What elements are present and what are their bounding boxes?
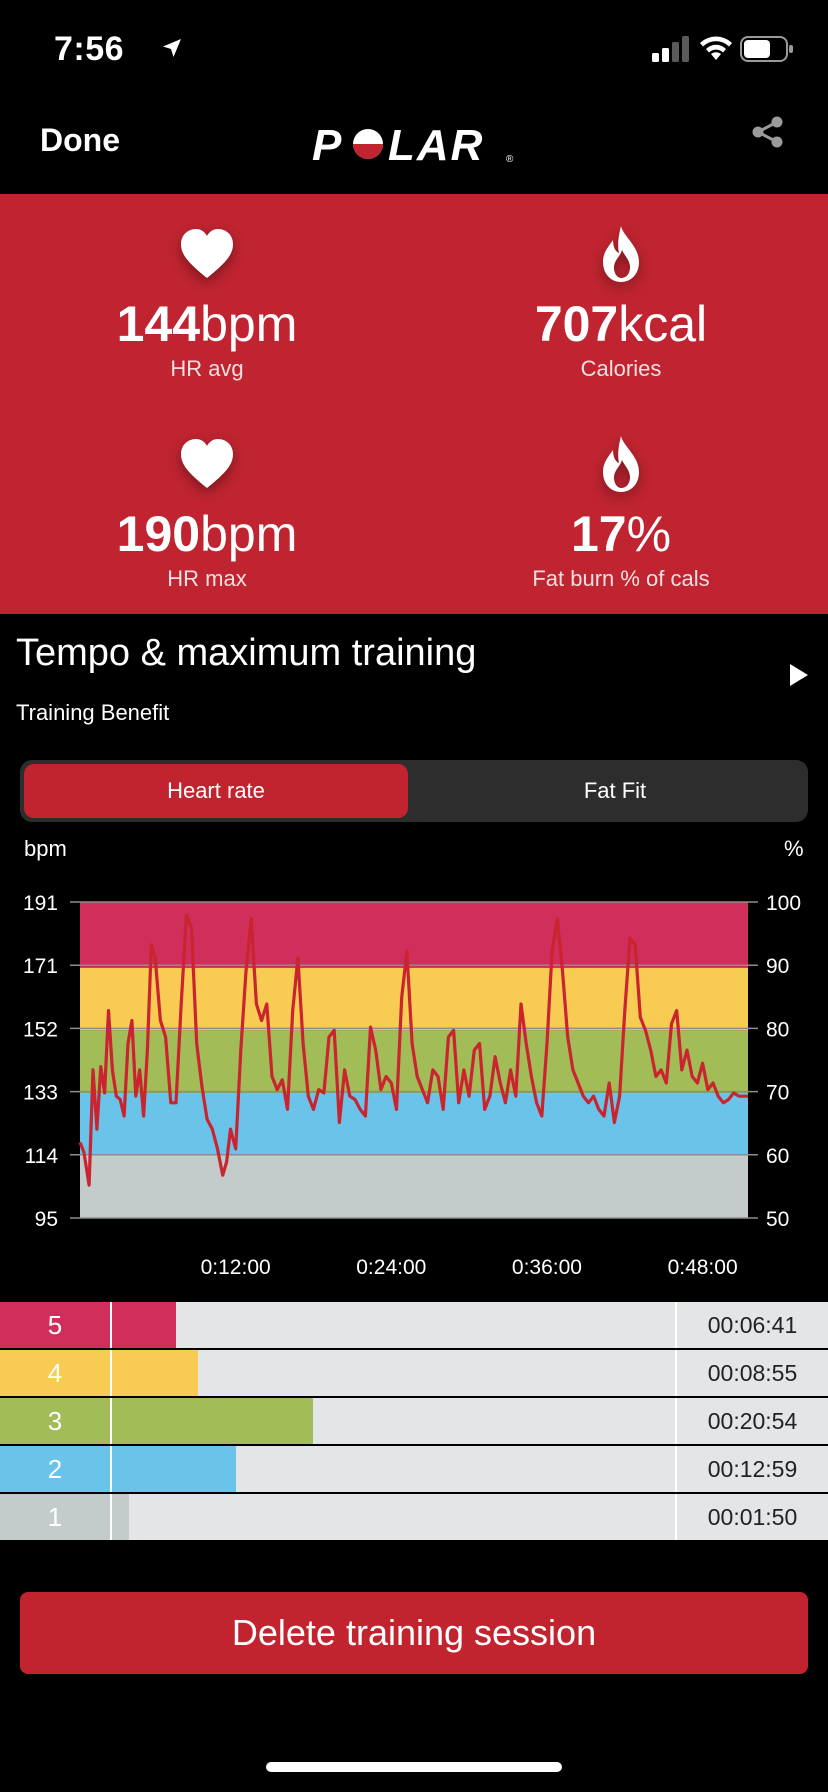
y-tick-label: 152: [23, 1018, 58, 1041]
zone-time-value: 00:08:55: [707, 1360, 798, 1386]
stat-label: Fat burn % of cals: [532, 566, 710, 591]
zone-divider: [675, 1446, 677, 1492]
zone-band-2: [80, 1092, 748, 1156]
zone-band-1: [80, 1155, 748, 1218]
zone-time-bar: [112, 1398, 313, 1444]
heart-rate-chart: 191 100 171 90 152 80 133 70 114 60 95 50 0:12:00 0:2…: [23, 892, 801, 1279]
zone-table: 5 00:06:41 4 00:08:55 3 00:20:54 2 00:12:59 1 00:…: [0, 1302, 828, 1544]
zone-time-value: 00:12:59: [707, 1456, 798, 1482]
y-axis-unit-right: %: [784, 836, 804, 861]
y-tick-label: 95: [35, 1208, 58, 1231]
wifi-icon: [700, 36, 732, 60]
zone-number: 2: [0, 1446, 110, 1492]
stat-unit: %: [626, 506, 672, 562]
training-benefit-label: Training Benefit: [16, 700, 170, 725]
zone-time-bar: [112, 1494, 129, 1540]
zone-divider: [110, 1494, 112, 1540]
y-tick-label: 114: [25, 1145, 59, 1168]
zone-number: 5: [0, 1302, 110, 1348]
svg-text:P: P: [312, 121, 343, 170]
zone-divider: [675, 1350, 677, 1396]
cellular-signal-icon: [652, 36, 689, 62]
stat-value: 190: [116, 506, 201, 562]
flame-icon: [603, 436, 639, 492]
zone-divider: [675, 1398, 677, 1444]
status-bar: 7:56: [0, 0, 828, 96]
nav-bar: Done P LAR ®: [0, 96, 828, 194]
flame-icon: [603, 226, 639, 282]
stat-unit: kcal: [618, 296, 708, 352]
stat-value: 17: [570, 506, 627, 562]
zone-divider: [675, 1302, 677, 1348]
zone-number: 3: [0, 1398, 110, 1444]
y2-tick-label: 100: [766, 892, 801, 915]
y-tick-label: 191: [23, 892, 58, 915]
location-arrow-icon: [163, 39, 181, 57]
zone-divider: [110, 1302, 112, 1348]
polar-logo: P LAR ®: [312, 121, 514, 170]
stat-unit: bpm: [200, 296, 298, 352]
zone-row: 3 00:20:54: [0, 1398, 828, 1444]
status-time: 7:56: [54, 30, 125, 68]
tab-fat-fit[interactable]: Fat Fit: [430, 764, 800, 818]
stat-hr-avg: 144bpm HR avg: [0, 224, 414, 382]
stat-label: HR max: [167, 566, 247, 591]
x-tick-label: 0:36:00: [512, 1256, 582, 1279]
zone-time-bar: [112, 1302, 176, 1348]
play-icon[interactable]: [788, 662, 810, 688]
zone-divider: [110, 1446, 112, 1492]
y2-tick-label: 70: [766, 1082, 789, 1105]
x-tick-label: 0:24:00: [356, 1256, 426, 1279]
heart-icon: [181, 229, 233, 278]
y2-tick-label: 50: [766, 1208, 789, 1231]
stat-fat-burn: 17% Fat burn % of cals: [414, 434, 828, 592]
delete-training-session-button[interactable]: Delete training session: [20, 1592, 808, 1674]
chart-type-segmented-control: Heart rate Fat Fit: [20, 760, 808, 822]
svg-text:®: ®: [506, 154, 514, 165]
zone-time-value: 00:20:54: [707, 1408, 798, 1434]
stat-value: 144: [116, 296, 201, 352]
zone-time-value: 00:01:50: [707, 1504, 798, 1530]
zone-row: 4 00:08:55: [0, 1350, 828, 1396]
zone-divider: [110, 1350, 112, 1396]
zone-row: 5 00:06:41: [0, 1302, 828, 1348]
tab-heart-rate[interactable]: Heart rate: [24, 764, 408, 818]
stat-label: Calories: [580, 356, 662, 381]
y2-tick-label: 60: [766, 1145, 789, 1168]
stat-value: 707: [534, 296, 619, 352]
heart-rate-line: [78, 913, 748, 1187]
stats-panel: 144bpm HR avg 707kcal Calories 190bpm HR…: [0, 194, 828, 614]
stat-unit: bpm: [200, 506, 298, 562]
training-title[interactable]: Tempo & maximum training: [16, 632, 477, 674]
zone-time-value: 00:06:41: [707, 1312, 798, 1338]
y-tick-label: 171: [23, 955, 58, 978]
zone-row: 1 00:01:50: [0, 1494, 828, 1540]
zone-row: 2 00:12:59: [0, 1446, 828, 1492]
heart-icon: [181, 439, 233, 488]
y2-tick-label: 80: [766, 1018, 789, 1041]
y2-tick-label: 90: [766, 955, 789, 978]
zone-band-5: [80, 902, 748, 968]
zone-number: 4: [0, 1350, 110, 1396]
home-indicator: [266, 1762, 562, 1772]
zone-number: 1: [0, 1494, 110, 1540]
stat-hr-max: 190bpm HR max: [0, 434, 414, 592]
zone-time-bar: [112, 1350, 198, 1396]
svg-text:LAR: LAR: [388, 121, 484, 170]
y-tick-label: 133: [23, 1082, 58, 1105]
x-tick-label: 0:12:00: [201, 1256, 271, 1279]
share-icon[interactable]: [748, 112, 788, 152]
battery-icon: [740, 36, 793, 62]
zone-divider: [675, 1494, 677, 1540]
x-tick-label: 0:48:00: [668, 1256, 738, 1279]
stat-calories: 707kcal Calories: [414, 224, 828, 382]
done-button[interactable]: Done: [40, 122, 120, 158]
stat-label: HR avg: [170, 356, 244, 381]
zone-time-bar: [112, 1446, 236, 1492]
y-axis-unit-left: bpm: [24, 836, 67, 861]
zone-divider: [110, 1398, 112, 1444]
